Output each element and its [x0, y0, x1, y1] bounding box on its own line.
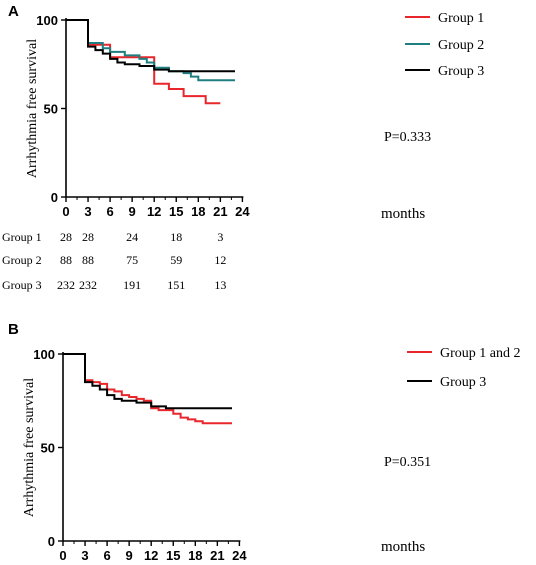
panel-b-x-tick-label: 9 — [126, 548, 133, 563]
panel-b-x-tick-label: 0 — [59, 548, 66, 563]
panel-a-x-tick-label: 15 — [169, 204, 183, 219]
panel-a-x-tick-label: 24 — [235, 204, 250, 219]
panel-b-y-tick-label: 50 — [41, 441, 55, 456]
panel-a-risk-cell: 13 — [214, 278, 226, 292]
panel-b-x-tick-label: 18 — [188, 548, 202, 563]
panel-a-risk-cell: 28 — [60, 230, 72, 244]
panel-b-series-line-1 — [63, 353, 232, 425]
panel-b-label: B — [8, 321, 19, 338]
panel-a-y-tick-label: 100 — [36, 13, 58, 28]
panel-a-x-tick-label: 12 — [147, 204, 161, 219]
panel-a-risk-cell: 88 — [60, 253, 72, 267]
panel-a-p-value: P=0.333 — [384, 130, 431, 145]
panel-a-risk-row-label: Group 1 — [2, 230, 42, 244]
panel-a-x-tick-label: 6 — [106, 204, 113, 219]
panel-a-risk-cell: 3 — [217, 230, 223, 244]
panel-b-series-line-2 — [63, 353, 232, 410]
panel-a-risk-cell: 24 — [126, 230, 138, 244]
panel-a-risk-cell: 232 — [79, 278, 97, 292]
panel-a-x-tick-label: 18 — [191, 204, 205, 219]
panel-a-risk-cell: 232 — [57, 278, 75, 292]
panel-b-x-tick-label: 21 — [210, 548, 224, 563]
panel-a-x-tick-label: 9 — [129, 204, 136, 219]
panel-a-risk-cell: 59 — [170, 253, 182, 267]
panel-b-x-tick-label: 15 — [166, 548, 180, 563]
panel-a-x-tick-label: 3 — [84, 204, 91, 219]
panel-b-x-axis-label: months — [381, 539, 425, 555]
panel-b-y-tick-label: 100 — [33, 347, 55, 362]
panel-a-risk-cell: 28 — [82, 230, 94, 244]
panel-b-p-value: P=0.351 — [384, 455, 431, 470]
panel-a-y-tick-label: 50 — [44, 102, 58, 117]
panel-a-x-tick-label: 21 — [213, 204, 227, 219]
panel-a-risk-cell: 151 — [167, 278, 185, 292]
panel-a-risk-cell: 191 — [123, 278, 141, 292]
panel-a-risk-row-label: Group 3 — [2, 278, 42, 292]
panel-b-legend-label: Group 3 — [440, 375, 486, 390]
panel-a-legend-label: Group 1 — [438, 11, 484, 26]
panel-a-label: A — [8, 3, 19, 20]
panel-b-x-tick-label: 24 — [232, 548, 247, 563]
panel-a-risk-cell: 75 — [126, 253, 138, 267]
panel-a-risk-cell: 12 — [214, 253, 226, 267]
panel-a-x-tick-label: 0 — [62, 204, 69, 219]
panel-b-x-tick-label: 12 — [144, 548, 158, 563]
panel-b-x-tick-label: 3 — [81, 548, 88, 563]
panel-a-risk-row-label: Group 2 — [2, 253, 42, 267]
panel-b-legend-label: Group 1 and 2 — [440, 346, 521, 361]
panel-a-risk-cell: 88 — [82, 253, 94, 267]
panel-a-legend-label: Group 3 — [438, 64, 484, 79]
panel-a-y-tick-label: 0 — [51, 190, 58, 205]
panel-a-series-line-1 — [66, 19, 221, 105]
panel-b-y-axis-label: Arrhythmia free survival — [22, 378, 37, 517]
panel-a-series-line-2 — [66, 19, 235, 82]
panel-a-risk-cell: 18 — [170, 230, 182, 244]
panel-a-y-axis-label: Arrhythmia free survival — [25, 39, 40, 178]
panel-a-legend-label: Group 2 — [438, 38, 484, 53]
panel-a-series-line-3 — [66, 19, 235, 73]
panel-b-x-tick-label: 6 — [103, 548, 110, 563]
panel-a-x-axis-label: months — [381, 206, 425, 222]
panel-b-y-tick-label: 0 — [48, 534, 55, 549]
